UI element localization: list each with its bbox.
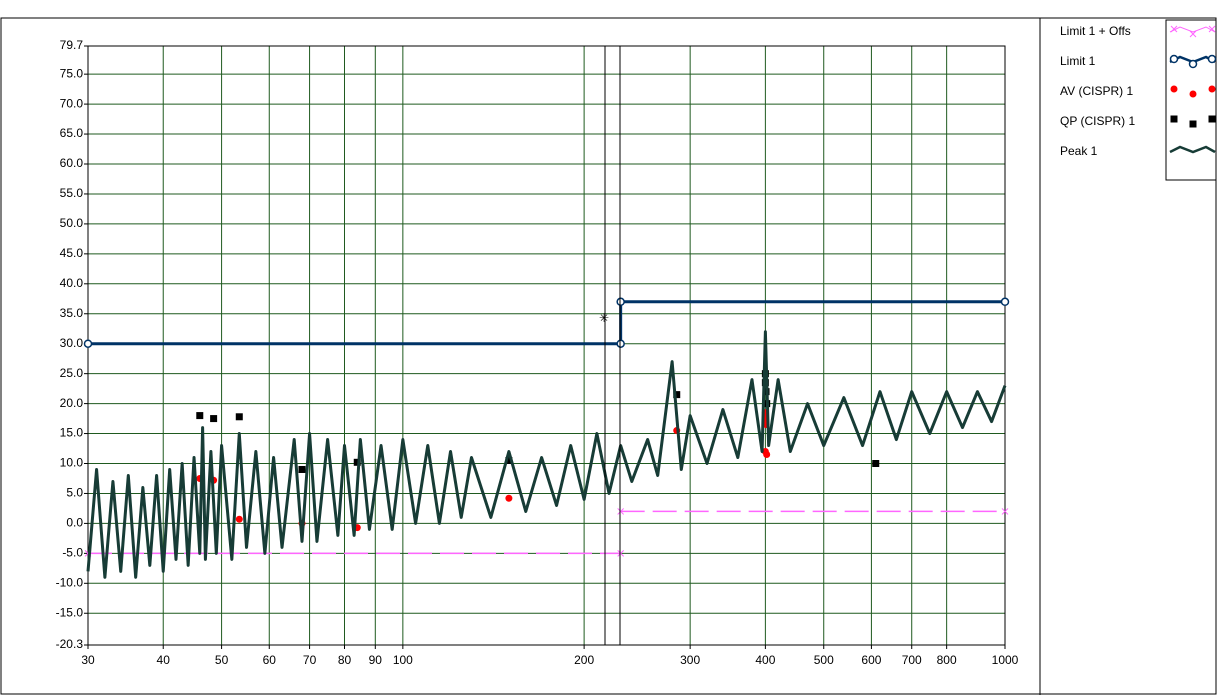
marker [235, 413, 243, 421]
y-tick-label: 60.0 [60, 156, 84, 170]
series [84, 508, 1009, 557]
x-tick-label: 70 [303, 653, 317, 667]
marker [763, 451, 771, 459]
legend-swatch [1169, 25, 1216, 38]
x-tick-label: 500 [814, 653, 834, 667]
x-tick-label: 60 [263, 653, 277, 667]
y-tick-label: 35.0 [60, 306, 84, 320]
marker [1170, 85, 1178, 93]
y-tick-label: 79.7 [60, 38, 84, 52]
cursor-marker: ✳ [599, 311, 609, 325]
marker [298, 465, 306, 473]
series-line [88, 510, 1005, 555]
x-tick-label: 100 [393, 653, 413, 667]
marker [1170, 25, 1178, 33]
marker [235, 515, 243, 523]
marker [1208, 85, 1216, 93]
marker [617, 508, 625, 515]
series-line [86, 330, 1007, 579]
x-tick-label: 40 [157, 653, 171, 667]
y-tick-label: 55.0 [60, 186, 84, 200]
y-tick-label: 40.0 [60, 276, 84, 290]
marker [616, 339, 625, 348]
marker [1001, 508, 1009, 515]
y-tick-label: 20.0 [60, 396, 84, 410]
frame [0, 17, 1217, 695]
legend: Limit 1 + Offs Limit 1 AV (CISPR) 1 QP (CIS… [1060, 24, 1217, 158]
marker [673, 391, 681, 399]
marker [83, 339, 93, 348]
y-tick-label: 70.0 [60, 96, 84, 110]
legend-label: Peak 1 [1060, 144, 1098, 158]
y-tick-label: -15.0 [56, 605, 84, 619]
marker [1189, 30, 1197, 38]
marker [1189, 90, 1197, 98]
legend-line [1169, 145, 1216, 154]
y-tick-label: 45.0 [60, 246, 84, 260]
x-tick-label: 90 [369, 653, 383, 667]
series [86, 330, 1007, 579]
x-tick-label: 600 [861, 653, 881, 667]
marker [1207, 54, 1217, 64]
y-tick-label: 25.0 [60, 366, 84, 380]
y-tick-label: 0.0 [66, 516, 83, 530]
y-tick-label: 30.0 [60, 336, 84, 350]
marker [872, 460, 880, 468]
x-tick-label: 30 [81, 653, 95, 667]
marker [1208, 115, 1216, 123]
y-tick-label: -10.0 [56, 575, 84, 589]
legend-label: Limit 1 + Offs [1060, 24, 1131, 38]
plot-area: 79.7 75.0 70.0 65.0 60.0 55.0 50.0 45.0 40.0 35.0… [56, 38, 1019, 667]
legend-swatch [1170, 115, 1216, 128]
marker [353, 458, 361, 466]
y-tick-label: 65.0 [60, 126, 84, 140]
y-tick-label: 5.0 [66, 486, 83, 500]
marker [505, 457, 513, 465]
x-tick-label: 700 [902, 653, 922, 667]
marker [617, 549, 625, 557]
marker [1170, 115, 1178, 123]
legend-swatch-box [1165, 19, 1217, 181]
y-tick-label: 10.0 [60, 456, 84, 470]
x-tick-label: 800 [937, 653, 957, 667]
y-tick-label: 15.0 [60, 426, 84, 440]
axes-box [87, 45, 1006, 646]
x-tick-label: 400 [755, 653, 775, 667]
x-tick-label: 200 [574, 653, 594, 667]
y-tick-label: 75.0 [60, 66, 84, 80]
x-tick-label: 80 [338, 653, 352, 667]
marker [1169, 54, 1179, 64]
x-tick-label: 300 [680, 653, 700, 667]
marker [616, 297, 625, 307]
legend-swatch [1169, 54, 1217, 69]
series [83, 297, 1010, 348]
legend-swatch [1169, 145, 1216, 154]
x-tick-label: 1000 [992, 653, 1019, 667]
series-line [88, 300, 1005, 346]
y-tick-label: 50.0 [60, 216, 84, 230]
marker [1189, 120, 1197, 128]
marker [1188, 59, 1198, 69]
marker [1000, 297, 1010, 307]
legend-label: QP (CISPR) 1 [1060, 114, 1135, 128]
y-tick-label: -20.3 [56, 637, 84, 651]
marker [1208, 25, 1216, 33]
legend-label: Limit 1 [1060, 54, 1096, 68]
marker [505, 494, 513, 502]
y-tick-label: -5.0 [62, 546, 83, 560]
marker [210, 415, 218, 423]
marker [196, 412, 204, 420]
legend-label: AV (CISPR) 1 [1060, 84, 1133, 98]
legend-line [1169, 26, 1216, 33]
legend-swatch [1170, 85, 1216, 98]
x-tick-label: 50 [215, 653, 229, 667]
